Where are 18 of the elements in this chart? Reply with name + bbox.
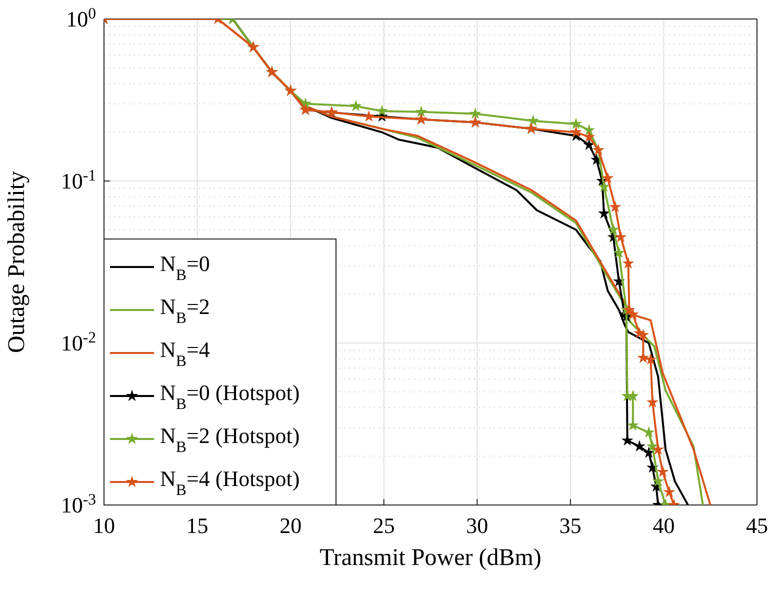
x-tick-label: 20 <box>280 513 302 538</box>
x-tick-label: 35 <box>559 513 582 538</box>
legend-label: N$_{B}$=2 <box>160 294 210 326</box>
x-tick-label: 15 <box>186 513 208 538</box>
y-tick-label: 10$^{-2}$ <box>60 329 96 356</box>
x-tick-label: 40 <box>652 513 675 538</box>
legend-label: N$_{B}$=0 (Hotspot) <box>160 380 300 412</box>
legend-label: N$_{B}$=2 (Hotspot) <box>160 423 300 456</box>
x-tick-label: 45 <box>746 513 768 538</box>
legend-label: N$_{B}$=0 <box>160 251 210 284</box>
legend-label: N$_{B}$=4 (Hotspot) <box>160 466 300 498</box>
y-tick-label: 10$^{0}$ <box>66 5 96 32</box>
y-axis-title: Outage Probability <box>4 171 30 353</box>
x-tick-label: 30 <box>466 513 488 538</box>
legend-label: N$_{B}$=4 <box>160 337 210 370</box>
x-axis-title: Transmit Power (dBm) <box>320 545 542 571</box>
x-tick-label: 25 <box>372 513 395 538</box>
y-tick-label: 10$^{-1}$ <box>60 167 96 194</box>
